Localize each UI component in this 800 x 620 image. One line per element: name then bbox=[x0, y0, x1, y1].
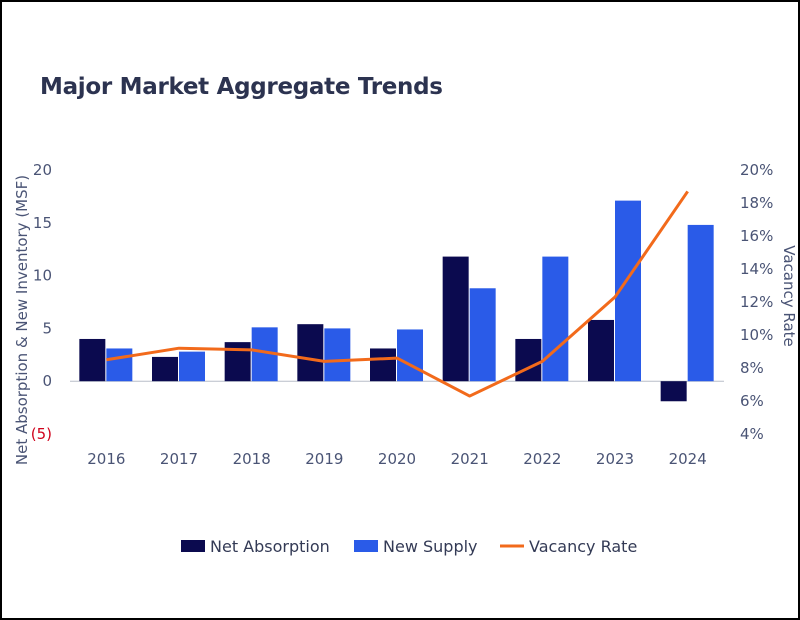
net-absorption-bar bbox=[588, 319, 614, 382]
new-supply-bar bbox=[179, 351, 205, 382]
legend-swatch-new-supply bbox=[354, 540, 378, 552]
legend-label-new-supply: New Supply bbox=[383, 537, 478, 556]
net-absorption-bar bbox=[442, 256, 469, 382]
net-absorption-bar bbox=[660, 381, 687, 402]
x-axis-tick-label: 2023 bbox=[596, 450, 634, 468]
net-absorption-bar bbox=[370, 348, 396, 382]
x-axis-tick-label: 2020 bbox=[378, 450, 416, 468]
new-supply-bar bbox=[687, 224, 714, 382]
right-axis-tick-label: 6% bbox=[740, 392, 764, 410]
net-absorption-bar bbox=[515, 338, 542, 382]
left-axis-tick-label: (5) bbox=[31, 425, 52, 443]
net-absorption-bar bbox=[79, 338, 106, 382]
right-axis-tick-label: 10% bbox=[740, 326, 773, 344]
x-axis-tick-label: 2019 bbox=[305, 450, 343, 468]
vacancy-rate-line bbox=[106, 190, 689, 398]
x-axis-tick-label: 2022 bbox=[523, 450, 561, 468]
right-axis-tick-label: 16% bbox=[740, 227, 773, 245]
left-axis-tick-label: 0 bbox=[42, 372, 52, 390]
net-absorption-bar bbox=[297, 324, 324, 382]
x-axis-tick-label: 2021 bbox=[451, 450, 489, 468]
x-axis-tick-label: 2018 bbox=[233, 450, 271, 468]
right-axis-tick-label: 14% bbox=[740, 260, 773, 278]
left-axis-tick-label: 10 bbox=[33, 267, 52, 285]
left-axis-tick-label: 5 bbox=[42, 319, 52, 337]
new-supply-bar bbox=[106, 348, 133, 382]
right-axis-title: Vacancy Rate bbox=[780, 245, 798, 347]
legend-label-vacancy-rate: Vacancy Rate bbox=[529, 537, 637, 556]
left-axis-tick-label: 15 bbox=[33, 214, 52, 232]
x-axis-tick-label: 2017 bbox=[160, 450, 198, 468]
right-axis-tick-label: 4% bbox=[740, 425, 764, 443]
right-axis-tick-label: 18% bbox=[740, 194, 773, 212]
new-supply-bar bbox=[397, 329, 423, 382]
legend-label-net-absorption: Net Absorption bbox=[210, 537, 330, 556]
right-axis-tick-label: 12% bbox=[740, 293, 773, 311]
legend-swatch-net-absorption bbox=[181, 540, 205, 552]
x-axis-tick-label: 2024 bbox=[669, 450, 707, 468]
right-axis-tick-label: 20% bbox=[740, 161, 773, 179]
x-axis-tick-label: 2016 bbox=[87, 450, 125, 468]
net-absorption-bar bbox=[152, 356, 178, 382]
new-supply-bar bbox=[542, 256, 569, 382]
chart-title: Major Market Aggregate Trends bbox=[40, 74, 443, 100]
new-supply-bar bbox=[324, 328, 351, 382]
left-axis-tick-label: 20 bbox=[33, 161, 52, 179]
new-supply-bar bbox=[469, 288, 496, 382]
left-axis-title: Net Absorption & New Inventory (MSF) bbox=[13, 175, 31, 465]
right-axis-tick-label: 8% bbox=[740, 359, 764, 377]
